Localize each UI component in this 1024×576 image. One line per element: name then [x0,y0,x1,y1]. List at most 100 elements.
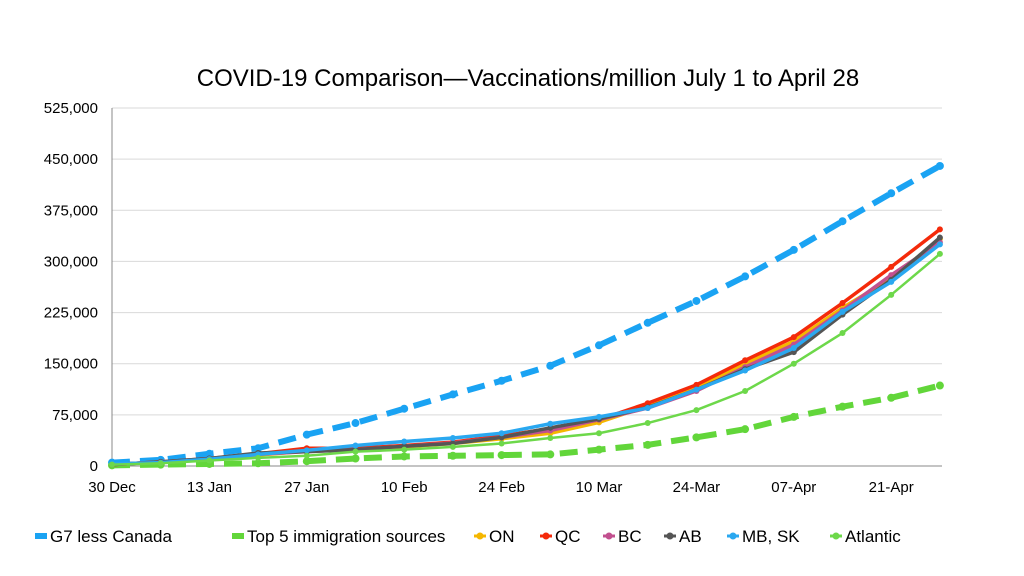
data-point [839,308,846,315]
data-point [790,345,797,352]
legend-marker [542,532,550,540]
legend-marker [729,532,737,540]
legend-label: QC [555,527,581,546]
data-point [741,425,750,434]
legend-label: ON [489,527,515,546]
data-point [742,357,749,364]
data-point [936,226,943,233]
data-point [643,440,652,449]
data-point [352,448,359,455]
data-point [497,451,506,460]
y-tick-label: 0 [90,458,98,475]
data-point [838,402,847,411]
y-tick-label: 525,000 [44,100,98,117]
data-point [448,390,457,399]
data-point [741,272,750,281]
data-point [401,438,408,445]
data-point [546,450,555,459]
data-point [546,361,555,370]
data-point [935,381,944,390]
data-point [498,430,505,437]
data-point [595,445,603,454]
x-tick-label: 21-Apr [869,479,914,496]
data-point [449,435,456,442]
data-point [644,420,651,427]
data-point [839,300,846,307]
data-point [302,430,311,439]
data-point [254,459,263,468]
y-tick-label: 225,000 [44,305,98,322]
data-point [888,263,895,270]
y-tick-label: 375,000 [44,202,98,219]
data-point [547,435,554,442]
legend-marker [476,532,484,540]
data-point [595,341,603,350]
legend-label: Atlantic [845,527,901,546]
data-point [888,291,895,298]
data-point [790,360,797,367]
legend-label: AB [679,527,702,546]
legend-label: Top 5 immigration sources [247,527,445,546]
legend-label: MB, SK [742,527,800,546]
data-point [693,381,700,388]
series-line-7 [111,252,941,466]
y-tick-label: 300,000 [44,253,98,270]
data-point [303,447,310,454]
data-point [449,443,456,450]
data-point [789,412,798,421]
data-point [693,407,700,414]
data-point [936,250,943,257]
data-point [109,461,115,468]
data-point [352,442,359,449]
data-point [254,444,263,453]
data-point [742,387,749,394]
legend-marker [832,532,840,540]
data-point [936,241,943,248]
x-tick-label: 10 Mar [576,479,623,496]
data-point [692,296,701,305]
x-tick-label: 27 Jan [284,479,329,496]
chart-title: COVID-19 Comparison—Vaccinations/million… [197,65,860,92]
data-point [351,419,360,428]
data-point [400,404,409,413]
data-point [303,452,310,459]
data-point [255,454,262,461]
x-tick-label: 13 Jan [187,479,232,496]
data-point [497,376,506,385]
data-point [157,460,164,467]
data-point [206,457,213,464]
data-point [448,451,457,460]
x-tick-label: 07-Apr [771,479,816,496]
data-point [596,413,602,420]
y-tick-label: 150,000 [44,356,98,373]
data-point [351,454,360,463]
legend-label: G7 less Canada [50,527,172,546]
data-point [400,452,409,461]
data-point [693,386,700,393]
data-point [887,393,896,402]
data-point [936,234,943,241]
data-point [644,405,651,412]
y-tick-label: 450,000 [44,151,98,168]
legend-marker [666,532,674,540]
x-tick-label: 24-Mar [673,479,721,496]
data-point [547,420,554,427]
data-point [692,433,701,442]
legend-marker [605,532,613,540]
data-point [887,189,896,198]
data-point [643,318,652,327]
data-point [888,278,895,285]
data-point [742,367,749,374]
data-point [596,430,602,437]
y-tick-label: 75,000 [52,407,98,424]
data-point [401,446,408,453]
x-tick-label: 10 Feb [381,479,428,496]
data-point [935,161,944,170]
data-point [839,330,846,337]
legend-label: BC [618,527,642,546]
data-point [302,457,311,466]
data-point [498,440,505,447]
data-point [838,217,847,226]
data-point [790,334,797,341]
